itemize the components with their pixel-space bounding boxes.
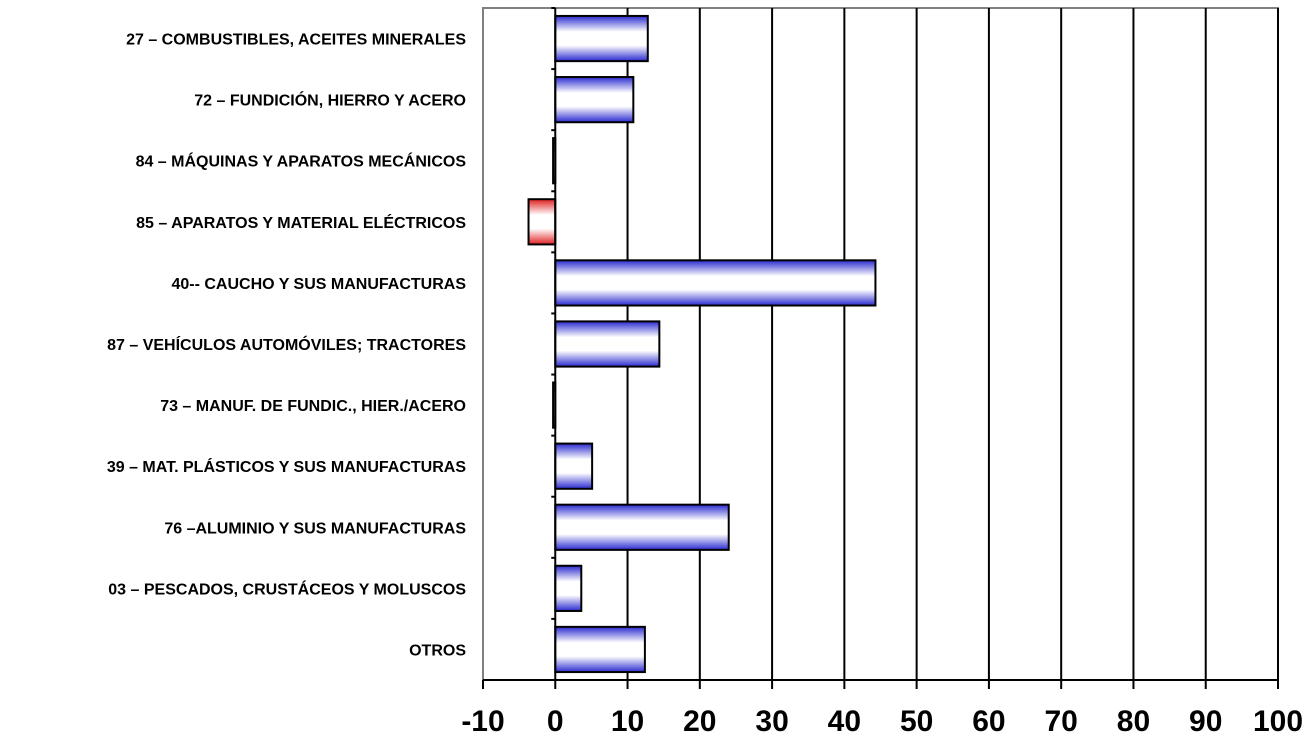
category-label: 87 – VEHÍCULOS AUTOMÓVILES; TRACTORES (107, 335, 466, 354)
category-label: 76 –ALUMINIO Y SUS MANUFACTURAS (164, 520, 466, 537)
bar (554, 320, 661, 368)
category-label: 40-- CAUCHO Y SUS MANUFACTURAS (171, 276, 466, 293)
category-label: 27 – COMBUSTIBLES, ACEITES MINERALES (126, 32, 466, 49)
category-label: 03 – PESCADOS, CRUSTÁCEOS Y MOLUSCOS (108, 579, 466, 598)
bar (554, 564, 583, 612)
x-tick-label: 100 (1253, 705, 1303, 738)
x-tick-label: 40 (828, 705, 861, 738)
x-tick-label: 20 (683, 705, 716, 738)
category-label: 72 – FUNDICIÓN, HIERRO Y ACERO (194, 91, 466, 110)
bar (554, 625, 646, 674)
x-tick-label: 0 (547, 705, 564, 738)
x-tick-label: 60 (972, 705, 1005, 738)
x-tick-label: -10 (461, 705, 504, 738)
bar (554, 442, 594, 490)
category-label: OTROS (409, 642, 466, 659)
category-labels: 27 – COMBUSTIBLES, ACEITES MINERALES 72 –… (107, 32, 467, 660)
x-tick-label: 30 (755, 705, 788, 738)
bar (554, 259, 877, 307)
bar (554, 76, 635, 124)
x-tick-label: 10 (611, 705, 644, 738)
x-tick-label: 90 (1189, 705, 1222, 738)
category-label: 39 – MAT. PLÁSTICOS Y SUS MANUFACTURAS (107, 457, 466, 476)
bars (527, 14, 877, 674)
bar (554, 503, 730, 551)
bar (554, 14, 649, 63)
x-tick-label: 70 (1044, 705, 1077, 738)
category-label: 85 – APARATOS Y MATERIAL ELÉCTRICOS (136, 213, 466, 232)
gridlines (626, 8, 1279, 680)
category-label: 73 – MANUF. DE FUNDIC., HIER./ACERO (160, 398, 466, 415)
x-tick-labels: -10 0 10 20 30 40 50 60 70 80 90 100 (461, 705, 1303, 738)
axes (482, 7, 1279, 689)
category-label: 84 – MÁQUINAS Y APARATOS MECÁNICOS (136, 152, 467, 171)
x-tick-label: 50 (900, 705, 933, 738)
bar (527, 198, 557, 246)
x-tick-label: 80 (1117, 705, 1150, 738)
